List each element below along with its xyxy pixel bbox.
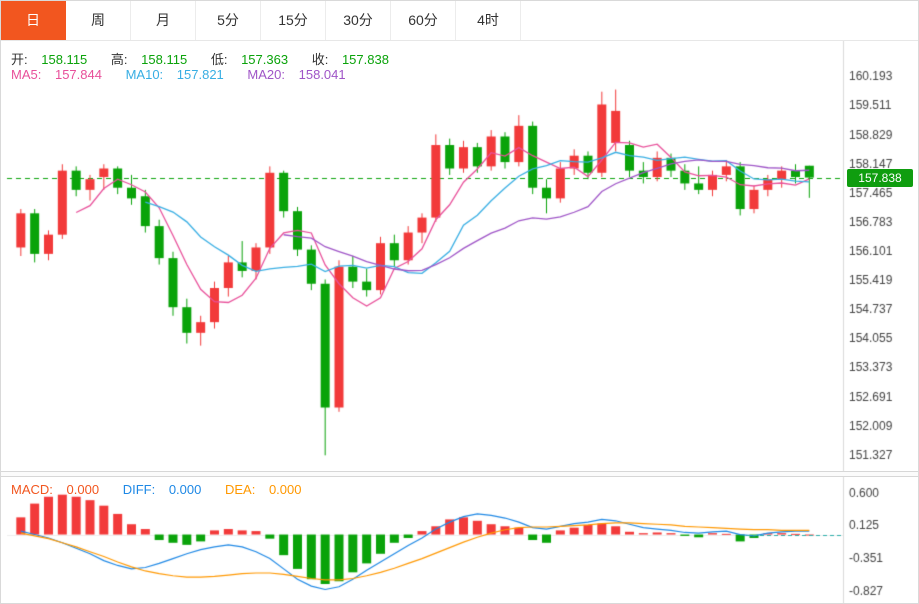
timeframe-tabbar: 日周月 5分 15分 30分 60分 4时 [1, 1, 918, 41]
panel-divider [1, 471, 918, 477]
timeframe-tab-day[interactable]: 日 [1, 1, 66, 40]
current-price-badge: 157.838 [847, 169, 913, 187]
macd-panel: MACD: 0.000 DIFF: 0.000 DEA: 0.000 [1, 477, 918, 603]
timeframe-tab-5min[interactable]: 5分 [196, 1, 261, 40]
timeframe-tab-15min[interactable]: 15分 [261, 1, 326, 40]
timeframe-tab-month[interactable]: 月 [131, 1, 196, 40]
candlestick-canvas[interactable] [1, 41, 918, 471]
timeframe-tab-week[interactable]: 周 [66, 1, 131, 40]
macd-canvas[interactable] [1, 477, 918, 603]
main-chart-panel: 开: 158.115 高: 158.115 低: 157.363 收: 157.… [1, 41, 918, 471]
timeframe-tab-4hour[interactable]: 4时 [456, 1, 521, 40]
timeframe-tab-30min[interactable]: 30分 [326, 1, 391, 40]
timeframe-tab-60min[interactable]: 60分 [391, 1, 456, 40]
